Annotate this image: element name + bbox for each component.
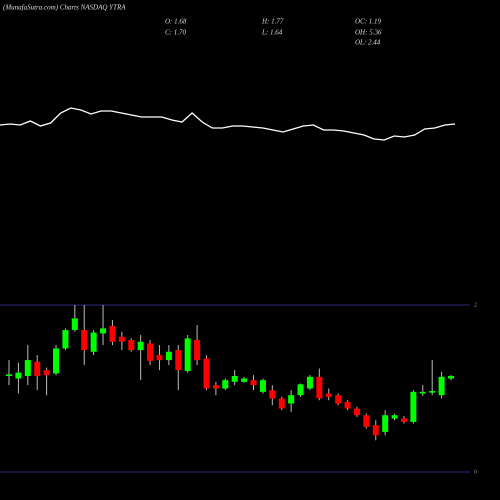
candle-body <box>53 348 60 374</box>
chart-title: (MunafaSutra.com) Charts NASDAQ YTRA <box>3 4 126 12</box>
stat: H: 1.77 <box>261 18 284 26</box>
line <box>0 107 456 141</box>
candle-body <box>34 361 41 376</box>
y-tick-label: 0 <box>474 469 477 475</box>
candle-body <box>62 330 69 349</box>
candle-body <box>363 415 370 427</box>
candle-body <box>353 408 360 416</box>
candle-body <box>400 418 407 422</box>
candle-body <box>448 375 454 379</box>
candle-body <box>212 385 219 389</box>
candle-body <box>429 391 436 393</box>
candle-body <box>24 360 31 376</box>
candle-body <box>81 330 88 351</box>
candle-body <box>250 380 257 386</box>
candle-body <box>231 375 238 382</box>
candle-body <box>118 336 125 342</box>
candle-body <box>165 351 172 361</box>
candle-body <box>109 325 116 342</box>
stat: OH: 5.36 <box>355 29 382 37</box>
y-tick-label: 2 <box>474 302 477 308</box>
stat: C: 1.70 <box>165 29 187 37</box>
candle-body <box>241 378 248 382</box>
candle-body <box>15 372 22 379</box>
candle-body <box>278 398 285 409</box>
candle-body <box>288 395 295 404</box>
candle-body <box>372 425 379 436</box>
stat: O: 1.68 <box>165 18 187 26</box>
candle-body <box>43 370 50 376</box>
candle-body <box>269 390 276 399</box>
candle-body <box>325 393 332 397</box>
candle-body <box>391 415 398 419</box>
candle-body <box>382 415 389 432</box>
candle-body <box>6 374 12 376</box>
candle-body <box>410 391 417 422</box>
candle-body <box>222 380 229 389</box>
candle-body <box>306 376 313 389</box>
candle-body <box>438 376 445 396</box>
candle-body <box>147 343 154 361</box>
candle-body <box>259 380 266 392</box>
candle-body <box>203 358 210 389</box>
stat: L: 1.64 <box>261 29 283 37</box>
candle-body <box>194 340 201 361</box>
candle-body <box>100 328 107 334</box>
candle-body <box>297 384 304 396</box>
candle-body <box>137 341 144 351</box>
stat: OC: 1.19 <box>355 18 382 26</box>
candle-body <box>316 376 323 399</box>
candle-body <box>344 401 351 409</box>
candle-body <box>128 340 135 351</box>
candle-body <box>71 318 78 331</box>
candle-body <box>184 338 191 371</box>
candle-body <box>90 332 97 352</box>
candle-body <box>175 350 182 371</box>
stat: OL: 2.44 <box>355 39 381 47</box>
candle-body <box>335 395 342 404</box>
candle-body <box>419 391 426 394</box>
candle-body <box>156 355 163 361</box>
